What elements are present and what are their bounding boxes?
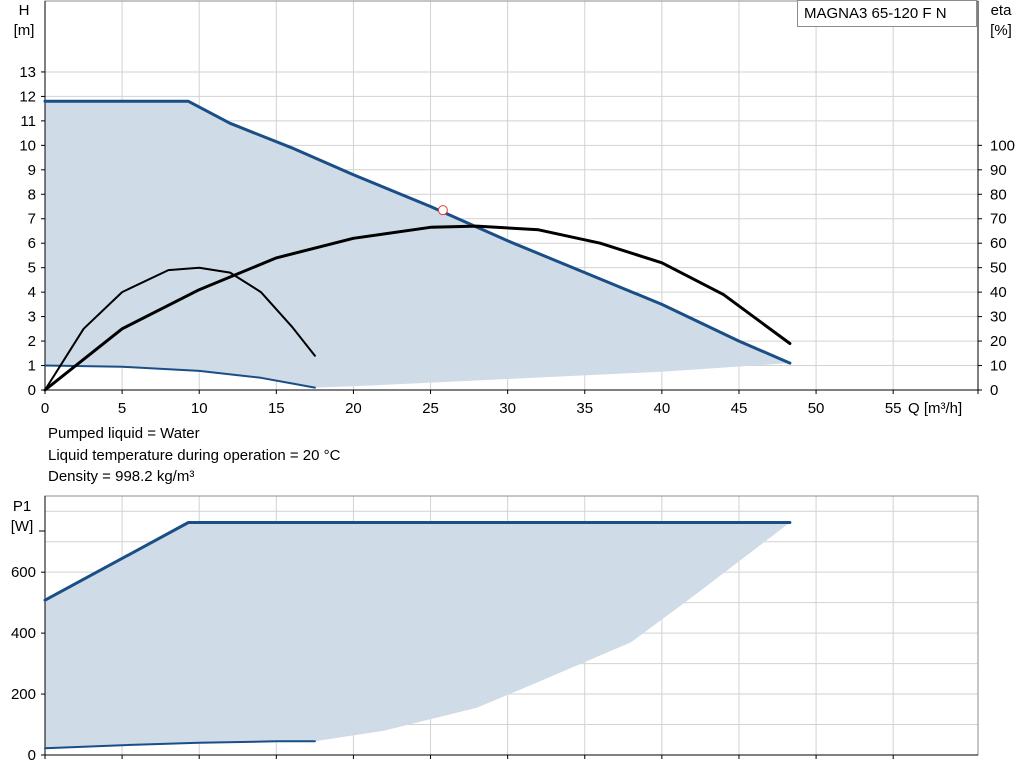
y-axis-label-unit: [W] bbox=[11, 518, 34, 535]
x-tick-label: 35 bbox=[576, 400, 593, 417]
series-min-head bbox=[44, 364, 316, 389]
y-left-tick-label: 13 bbox=[19, 64, 36, 81]
y-right-tick-label: 20 bbox=[990, 333, 1007, 350]
series-min-power bbox=[44, 740, 316, 750]
y-left-tick-label: 3 bbox=[28, 309, 36, 326]
x-tick-label: 40 bbox=[654, 400, 671, 417]
y-left-axis-label-unit: [m] bbox=[14, 22, 35, 39]
y-right-tick-label: 60 bbox=[990, 235, 1007, 252]
x-tick-label: 10 bbox=[191, 400, 208, 417]
y-left-tick-label: 1 bbox=[28, 358, 36, 375]
duty-point-marker bbox=[437, 205, 448, 216]
y-left-tick-label: 2 bbox=[28, 333, 36, 350]
y-left-tick-label: 0 bbox=[28, 382, 36, 399]
y-left-axis-label-name: H bbox=[19, 2, 30, 19]
power-chart: 0 200 400 600 P1 [W] bbox=[11, 495, 979, 764]
y-left-tick-label: 4 bbox=[28, 284, 36, 301]
x-tick-label: 50 bbox=[808, 400, 825, 417]
x-axis-label: Q [m³/h] bbox=[908, 400, 962, 417]
y-right-tick-label: 90 bbox=[990, 162, 1007, 179]
y-tick-label: 200 bbox=[11, 686, 36, 703]
y-left-tick-label: 5 bbox=[28, 260, 36, 277]
y-right-tick-label: 30 bbox=[990, 309, 1007, 326]
y-right-axis-label-unit: [%] bbox=[990, 22, 1012, 39]
y-left-tick-label: 9 bbox=[28, 162, 36, 179]
x-tick-label: 5 bbox=[118, 400, 126, 417]
operating-area bbox=[45, 101, 790, 388]
x-tick-label: 0 bbox=[41, 400, 49, 417]
y-right-tick-label: 70 bbox=[990, 211, 1007, 228]
series-eta-max bbox=[43, 224, 792, 392]
y-tick-label: 400 bbox=[11, 625, 36, 642]
y-right-tick-label: 10 bbox=[990, 358, 1007, 375]
chart-legend: MAGNA3 65-120 F N bbox=[797, 0, 977, 27]
y-tick-label: 600 bbox=[11, 564, 36, 581]
y-right-tick-label: 40 bbox=[990, 284, 1007, 301]
y-right-tick-label: 80 bbox=[990, 186, 1007, 203]
y-left-tick-label: 10 bbox=[19, 137, 36, 154]
y-tick-label: 0 bbox=[28, 747, 36, 764]
x-tick-label: 55 bbox=[885, 400, 902, 417]
operating-area bbox=[45, 522, 790, 749]
x-tick-label: 15 bbox=[268, 400, 285, 417]
info-density: Density = 998.2 kg/m³ bbox=[48, 468, 195, 485]
series-eta-min bbox=[44, 266, 316, 391]
info-liquid-temperature: Liquid temperature during operation = 20… bbox=[48, 447, 341, 464]
series-max-head bbox=[43, 99, 792, 365]
x-tick-label: 20 bbox=[345, 400, 362, 417]
info-pumped-liquid: Pumped liquid = Water bbox=[48, 425, 200, 442]
y-axis-label-name: P1 bbox=[13, 498, 31, 515]
legend-label: MAGNA3 65-120 F N bbox=[804, 5, 947, 22]
x-tick-label: 25 bbox=[422, 400, 439, 417]
y-left-tick-label: 8 bbox=[28, 186, 36, 203]
y-right-tick-label: 50 bbox=[990, 260, 1007, 277]
y-right-axis-label-name: eta bbox=[991, 2, 1013, 19]
series-max-power bbox=[43, 521, 792, 602]
y-left-tick-label: 7 bbox=[28, 211, 36, 228]
y-left-tick-label: 11 bbox=[20, 113, 36, 130]
x-tick-label: 45 bbox=[731, 400, 748, 417]
y-left-tick-label: 6 bbox=[28, 235, 36, 252]
head-efficiency-chart: 0 5 10 15 20 25 30 35 40 45 50 55 Q [m³/h]0123456789… bbox=[14, 0, 1015, 417]
x-tick-label: 30 bbox=[499, 400, 516, 417]
y-right-tick-label: 100 bbox=[990, 137, 1015, 154]
y-right-tick-label: 0 bbox=[990, 382, 998, 399]
y-left-tick-label: 12 bbox=[19, 88, 36, 105]
